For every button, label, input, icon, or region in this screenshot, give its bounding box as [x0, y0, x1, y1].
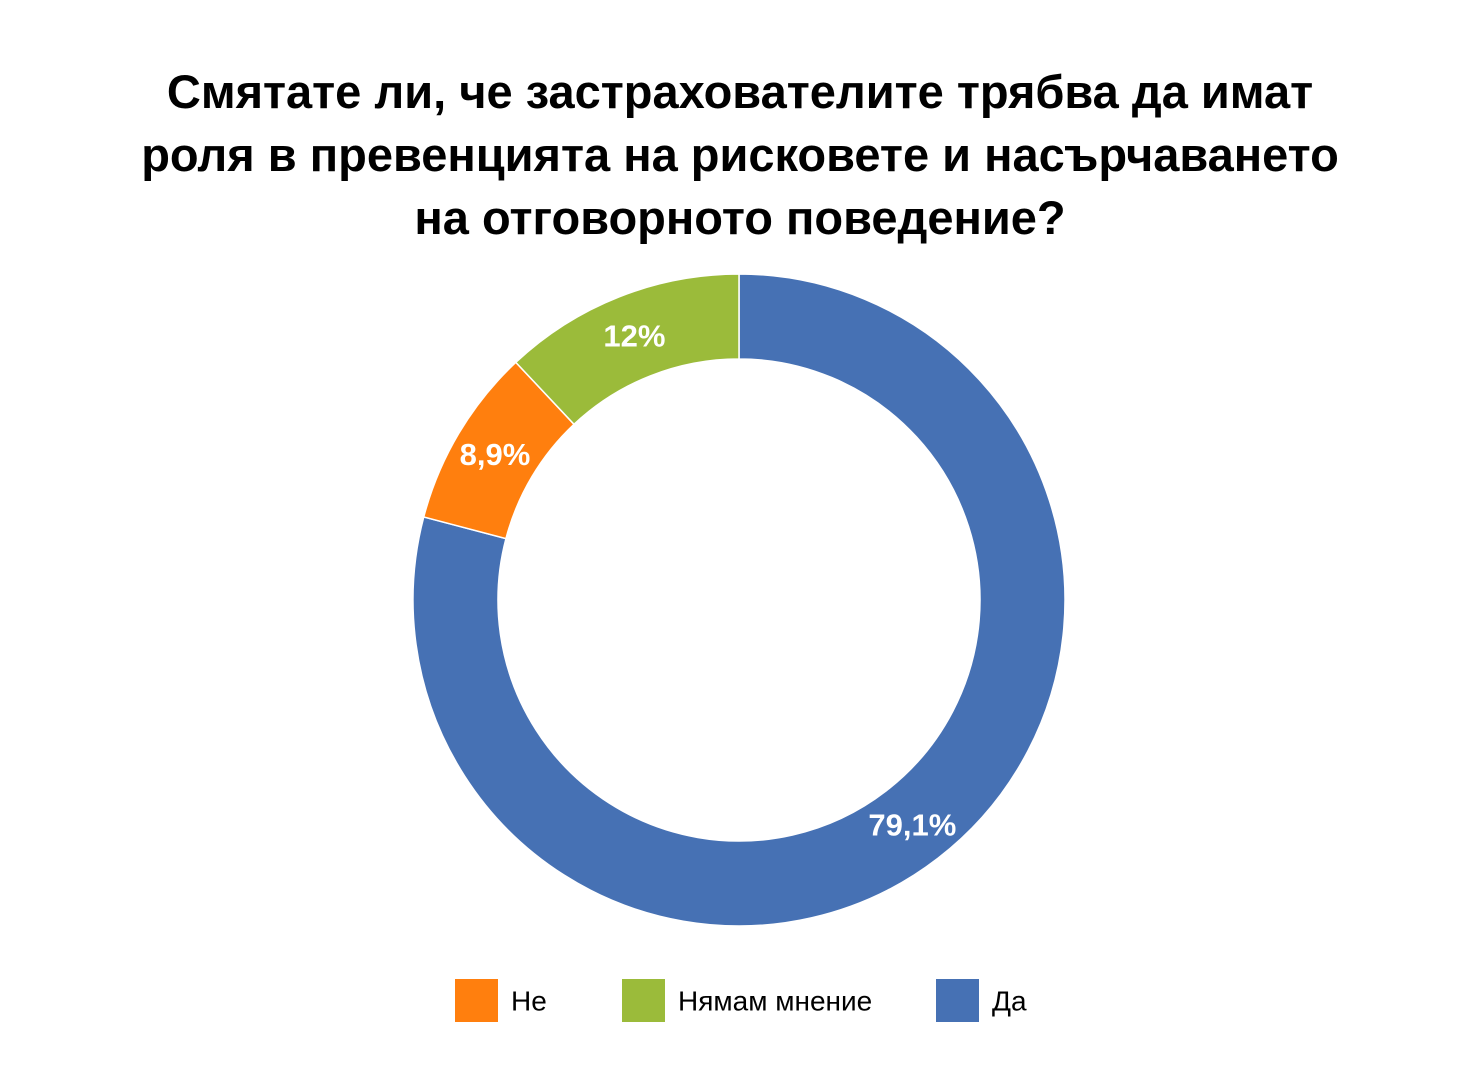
legend-swatch-2	[622, 979, 665, 1022]
legend-label-1: Не	[511, 986, 547, 1017]
donut-slices	[412, 273, 1066, 927]
donut-slice-2	[514, 273, 740, 426]
legend-swatch-3	[936, 979, 979, 1022]
chart-title-line-2: роля в превенцията на рисковете и насърч…	[141, 128, 1339, 181]
legend-label-2: Нямам мнение	[678, 986, 872, 1017]
chart-legend: Не Нямам мнение Да	[455, 979, 1027, 1022]
data-label-2: 12%	[603, 318, 665, 353]
donut-slice-3	[412, 273, 1066, 927]
legend-swatch-1	[455, 979, 498, 1022]
chart-title-line-3: на отговорното поведение?	[414, 191, 1066, 244]
legend-label-3: Да	[992, 986, 1027, 1017]
donut-slice-labels: 79,1% 8,9% 12%	[460, 318, 957, 842]
chart-title: Смятате ли, че застрахователите трябва д…	[40, 60, 1440, 249]
data-label-3: 79,1%	[868, 807, 956, 842]
data-label-1: 8,9%	[460, 437, 531, 472]
chart-title-line-1: Смятате ли, че застрахователите трябва д…	[166, 65, 1314, 118]
